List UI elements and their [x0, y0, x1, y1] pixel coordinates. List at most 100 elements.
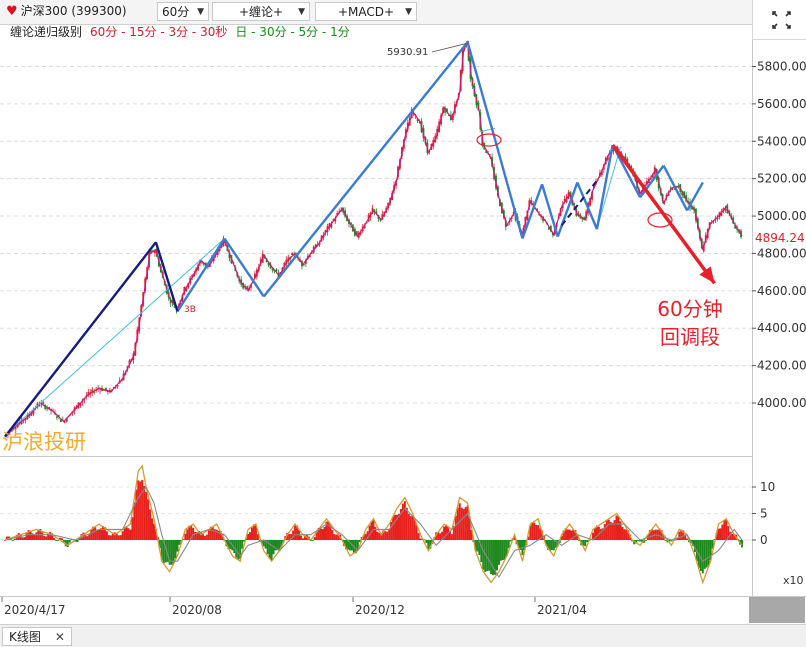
- candle-body: [14, 427, 17, 429]
- candle-body: [512, 211, 515, 214]
- bi-stroke-7: [521, 183, 544, 239]
- macd-bar: [427, 540, 430, 550]
- macd-bar: [182, 539, 185, 541]
- y-tick-label-6: 5200.00: [757, 172, 806, 186]
- macd-bar: [723, 520, 726, 540]
- close-icon[interactable]: ✕: [54, 630, 65, 644]
- macd-bar: [23, 537, 26, 540]
- macd-bar: [88, 534, 91, 540]
- macd-bar: [460, 507, 463, 540]
- candle-body: [103, 389, 105, 391]
- macd-bar: [31, 533, 34, 540]
- macd-bar: [5, 536, 8, 540]
- tab-kline[interactable]: K线图 ✕: [2, 627, 72, 646]
- macd-bar: [190, 525, 193, 540]
- candle-body: [291, 253, 294, 255]
- tab-bar: K线图 ✕: [0, 624, 806, 647]
- chevron-down-icon: ▼: [197, 7, 204, 17]
- macd-bar: [296, 525, 299, 540]
- candle-body: [93, 392, 96, 394]
- macd-bar: [560, 535, 563, 540]
- macd-bar: [445, 524, 448, 540]
- macd-bar: [707, 540, 710, 566]
- macd-bar: [323, 526, 326, 540]
- scrollbar-thumb[interactable]: [749, 597, 805, 623]
- heart-icon[interactable]: ♥: [6, 4, 18, 19]
- candle-body: [246, 286, 248, 289]
- macd-bar: [517, 540, 520, 548]
- macd-bar: [642, 540, 645, 543]
- y-tick-label-9: 5800.00: [757, 60, 806, 74]
- candle-body: [105, 387, 107, 391]
- macd-bar: [43, 535, 46, 540]
- macd-bar: [595, 525, 598, 540]
- macd-bar: [145, 492, 148, 540]
- macd-label: +MACD+: [337, 5, 395, 19]
- macd-bar: [415, 525, 418, 540]
- segment-stroke-0: [4, 241, 157, 438]
- candle-body: [201, 262, 203, 264]
- candle-body: [724, 208, 727, 211]
- macd-bar: [96, 529, 99, 540]
- highlight-ellipse-2: [647, 212, 673, 228]
- macd-dropdown[interactable]: +MACD+ ▼: [315, 2, 417, 21]
- macd-bar: [41, 532, 44, 540]
- macd-bar: [215, 529, 218, 540]
- macd-bar: [129, 529, 132, 540]
- candle-body: [734, 225, 737, 229]
- candle-body: [593, 184, 595, 189]
- stock-name-label: 沪深300 (399300): [20, 4, 127, 18]
- macd-bar: [280, 540, 283, 549]
- chevron-down-icon: ▼: [405, 7, 412, 17]
- macd-bar: [633, 540, 636, 545]
- candle-body: [336, 213, 339, 216]
- macd-bar: [268, 540, 271, 559]
- macd-bar: [544, 540, 547, 545]
- macd-bar: [601, 528, 604, 540]
- macd-bar: [103, 527, 106, 540]
- macd-bar: [147, 499, 150, 540]
- candle-body: [283, 262, 286, 268]
- macd-bar: [674, 539, 677, 541]
- macd-bar: [572, 529, 575, 540]
- period-dropdown[interactable]: 60分 ▼: [157, 2, 209, 21]
- fullscreen-button[interactable]: [752, 0, 806, 40]
- candle-body: [63, 421, 66, 423]
- macd-bar: [490, 540, 493, 575]
- macd-bar: [450, 534, 453, 540]
- macd-bar: [264, 540, 267, 549]
- macd-bar: [617, 516, 620, 540]
- macd-bar: [619, 521, 622, 540]
- annotation-text-line2: 回调段: [660, 325, 720, 349]
- macd-bar: [94, 527, 97, 540]
- candle-body: [651, 174, 654, 178]
- candle-body: [228, 252, 231, 259]
- macd-bar: [670, 540, 673, 542]
- candle-body: [549, 225, 552, 232]
- macd-bar: [501, 540, 504, 561]
- macd-bar: [276, 540, 279, 551]
- macd-tick-label-0: 10: [760, 480, 775, 494]
- macd-bar: [356, 540, 359, 551]
- macd-bar: [397, 513, 400, 540]
- chanlun-dropdown[interactable]: +缠论+ ▼: [212, 2, 310, 21]
- macd-bar: [682, 530, 685, 540]
- stock-selector[interactable]: ♥ 沪深300 (399300): [2, 2, 154, 21]
- macd-bar: [609, 521, 612, 540]
- macd-bar: [237, 540, 240, 561]
- buy-point-label: 3B: [184, 305, 196, 315]
- macd-bar: [564, 528, 567, 540]
- candle-body: [671, 188, 674, 190]
- candle-body: [444, 108, 446, 113]
- candle-body: [350, 222, 352, 225]
- macd-bar: [613, 520, 616, 540]
- macd-bar: [56, 540, 59, 541]
- candle-body: [59, 419, 62, 422]
- macd-bar: [196, 532, 199, 540]
- candle-body: [44, 405, 47, 409]
- macd-bar: [641, 540, 644, 542]
- macd-bar: [168, 540, 171, 565]
- macd-bar: [62, 540, 65, 543]
